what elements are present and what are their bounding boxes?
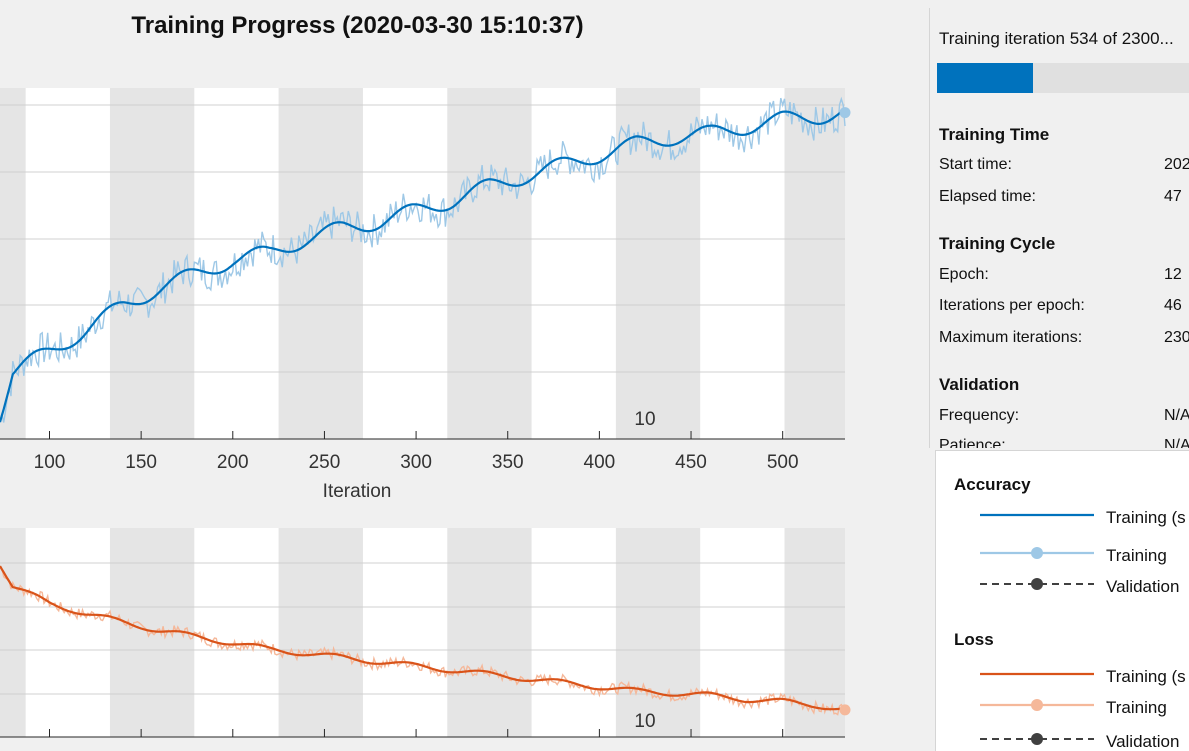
progress-bar-fill xyxy=(937,63,1034,93)
start-time-value: 202 xyxy=(1164,156,1189,173)
x-tick-label: 150 xyxy=(125,452,157,473)
maximum-iterations-label: Maximum iterations: xyxy=(939,329,1083,346)
loss-raw-swatch xyxy=(980,699,1094,711)
training-info-panel: Training iteration 534 of 2300... Traini… xyxy=(929,8,1189,448)
accuracy-legend-validation: Validation xyxy=(1106,577,1180,596)
accuracy-smoothed-swatch xyxy=(980,513,1094,517)
epoch-band xyxy=(447,88,532,439)
accuracy-validation-swatch xyxy=(980,578,1094,590)
epoch-band xyxy=(278,528,363,737)
plot-title: Training Progress (2020-03-30 15:10:37) xyxy=(131,12,584,39)
accuracy-plot: 100 150 200 250 300 350 400 450 500 10 Iteration xyxy=(0,88,851,502)
x-tick-label: 250 xyxy=(309,452,341,473)
epoch-band xyxy=(615,528,701,737)
iterations-per-epoch-label: Iterations per epoch: xyxy=(939,297,1085,314)
accuracy-legend-heading: Accuracy xyxy=(954,475,1031,494)
training-smoothed-series xyxy=(0,565,846,711)
progress-label: Training iteration 534 of 2300... xyxy=(939,29,1174,48)
frequency-label: Frequency: xyxy=(939,407,1020,424)
elapsed-time-value: 47 xyxy=(1164,188,1182,205)
loss-legend-heading: Loss xyxy=(954,630,994,649)
epoch-band xyxy=(109,88,195,439)
patience-value: N/A xyxy=(1164,437,1189,448)
last-point-marker xyxy=(839,107,851,119)
accuracy-legend-training-smoothed: Training (s xyxy=(1106,508,1186,527)
x-tick-label: 500 xyxy=(767,452,799,473)
iterations-per-epoch-value: 46 xyxy=(1164,297,1182,314)
patience-label: Patience: xyxy=(939,437,1006,448)
loss-validation-swatch xyxy=(980,733,1094,745)
loss-legend-training-smoothed: Training (s xyxy=(1106,667,1186,686)
legend-panel: Accuracy Training (s Training Validation… xyxy=(935,450,1189,751)
epoch-band xyxy=(0,528,26,737)
x-tick-label: 400 xyxy=(584,452,616,473)
epoch-band xyxy=(784,88,845,439)
epoch-label: Epoch: xyxy=(939,266,989,283)
x-tick-label: 450 xyxy=(675,452,707,473)
loss-legend-training: Training xyxy=(1106,698,1167,717)
training-cycle-heading: Training Cycle xyxy=(939,234,1056,253)
training-smoothed-series xyxy=(0,108,846,423)
loss-plot: 10 xyxy=(0,528,851,738)
maximum-iterations-value: 230 xyxy=(1164,329,1189,346)
epoch-band xyxy=(0,88,26,439)
loss-smoothed-swatch xyxy=(980,672,1094,676)
epoch-label: 10 xyxy=(634,409,655,430)
x-tick-label: 350 xyxy=(492,452,524,473)
accuracy-legend-training: Training xyxy=(1106,546,1167,565)
epoch-band xyxy=(278,88,363,439)
training-time-heading: Training Time xyxy=(939,125,1050,144)
epoch-value: 12 xyxy=(1164,266,1182,283)
epoch-label: 10 xyxy=(634,711,655,732)
training-raw-series xyxy=(0,96,846,423)
frequency-value: N/A xyxy=(1164,407,1189,424)
accuracy-raw-swatch xyxy=(980,547,1094,559)
loss-legend-validation: Validation xyxy=(1106,732,1180,751)
x-axis-label: Iteration xyxy=(323,481,392,502)
last-point-marker xyxy=(839,704,851,716)
start-time-label: Start time: xyxy=(939,156,1012,173)
progress-bar xyxy=(937,63,1189,93)
x-tick-label: 300 xyxy=(400,452,432,473)
x-tick-label: 200 xyxy=(217,452,249,473)
validation-heading: Validation xyxy=(939,375,1020,394)
epoch-band xyxy=(447,528,532,737)
training-plots: 100 150 200 250 300 350 400 450 500 10 Iteration… xyxy=(0,88,851,738)
x-tick-label: 100 xyxy=(34,452,66,473)
elapsed-time-label: Elapsed time: xyxy=(939,188,1036,205)
